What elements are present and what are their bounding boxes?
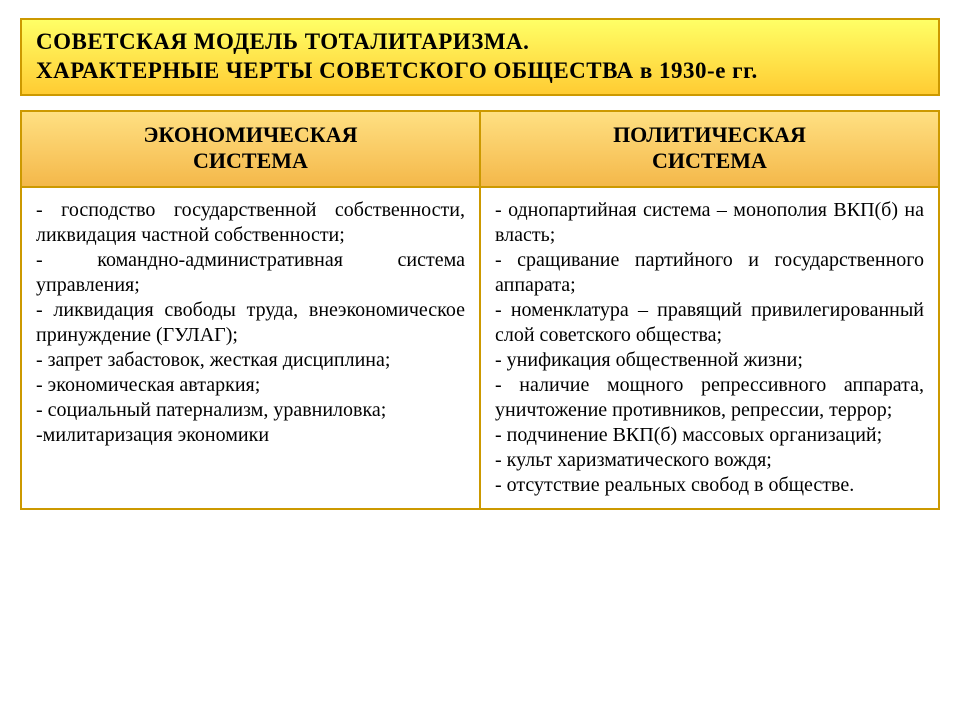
col-header-label: ПОЛИТИЧЕСКАЯ bbox=[613, 122, 806, 147]
title-line-1: СОВЕТСКАЯ МОДЕЛЬ ТОТАЛИТАРИЗМА. bbox=[36, 28, 924, 57]
cell-economic: - господство государственной собственнос… bbox=[21, 187, 480, 509]
col-header-label: СИСТЕМА bbox=[652, 148, 767, 173]
cell-political: - однопартийная система – монополия ВКП(… bbox=[480, 187, 939, 509]
col-header-label: ЭКОНОМИЧЕСКАЯ bbox=[144, 122, 358, 147]
col-header-economic: ЭКОНОМИЧЕСКАЯ СИСТЕМА bbox=[21, 111, 480, 188]
comparison-table: ЭКОНОМИЧЕСКАЯ СИСТЕМА ПОЛИТИЧЕСКАЯ СИСТЕ… bbox=[20, 110, 940, 511]
col-header-label: СИСТЕМА bbox=[193, 148, 308, 173]
cell-text: - однопартийная система – монополия ВКП(… bbox=[495, 198, 924, 498]
title-line-2: ХАРАКТЕРНЫЕ ЧЕРТЫ СОВЕТСКОГО ОБЩЕСТВА в … bbox=[36, 57, 924, 86]
col-header-political: ПОЛИТИЧЕСКАЯ СИСТЕМА bbox=[480, 111, 939, 188]
table-row: - господство государственной собственнос… bbox=[21, 187, 939, 509]
slide-title-box: СОВЕТСКАЯ МОДЕЛЬ ТОТАЛИТАРИЗМА. ХАРАКТЕР… bbox=[20, 18, 940, 96]
cell-text: - господство государственной собственнос… bbox=[36, 198, 465, 448]
